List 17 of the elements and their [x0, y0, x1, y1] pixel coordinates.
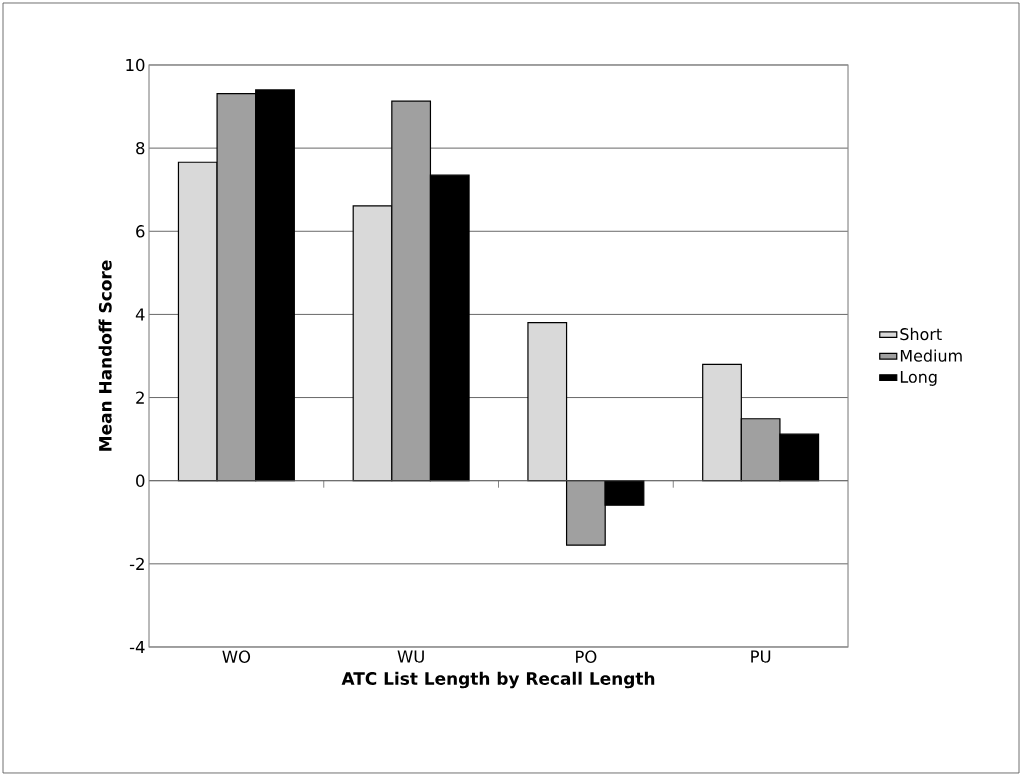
- legend-label: Medium: [900, 349, 962, 362]
- y-tick-label: 2: [136, 391, 144, 404]
- y-tick-label: 4: [135, 308, 145, 321]
- legend-label: Long: [900, 371, 937, 386]
- x-axis-title: ATC List Length by Recall Length: [341, 671, 655, 689]
- y-tick-label: 8: [136, 141, 145, 155]
- legend-label: Short: [900, 327, 942, 341]
- y-tick-label: 0: [136, 474, 145, 487]
- y-tick-label: 10: [126, 58, 145, 72]
- x-tick-label: PU: [751, 650, 771, 663]
- x-tick-label: WO: [222, 650, 251, 663]
- x-tick-label: WU: [397, 650, 424, 663]
- x-tick-label: PO: [576, 650, 597, 663]
- y-axis-title: Mean Handoff Score: [98, 260, 112, 451]
- y-tick-label: 6: [136, 225, 145, 238]
- y-tick-label: -2: [129, 557, 144, 570]
- y-tick-label: -4: [129, 640, 145, 653]
